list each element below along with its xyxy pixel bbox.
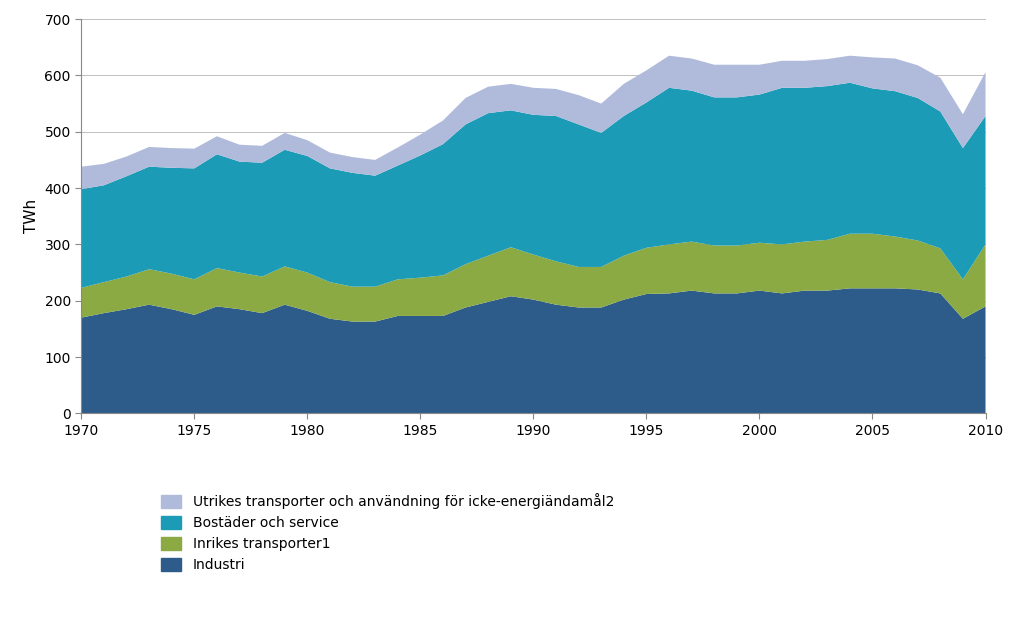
- Y-axis label: TWh: TWh: [24, 199, 39, 233]
- Legend: Utrikes transporter och användning för icke-energiändamål2, Bostäder och service: Utrikes transporter och användning för i…: [161, 494, 614, 572]
